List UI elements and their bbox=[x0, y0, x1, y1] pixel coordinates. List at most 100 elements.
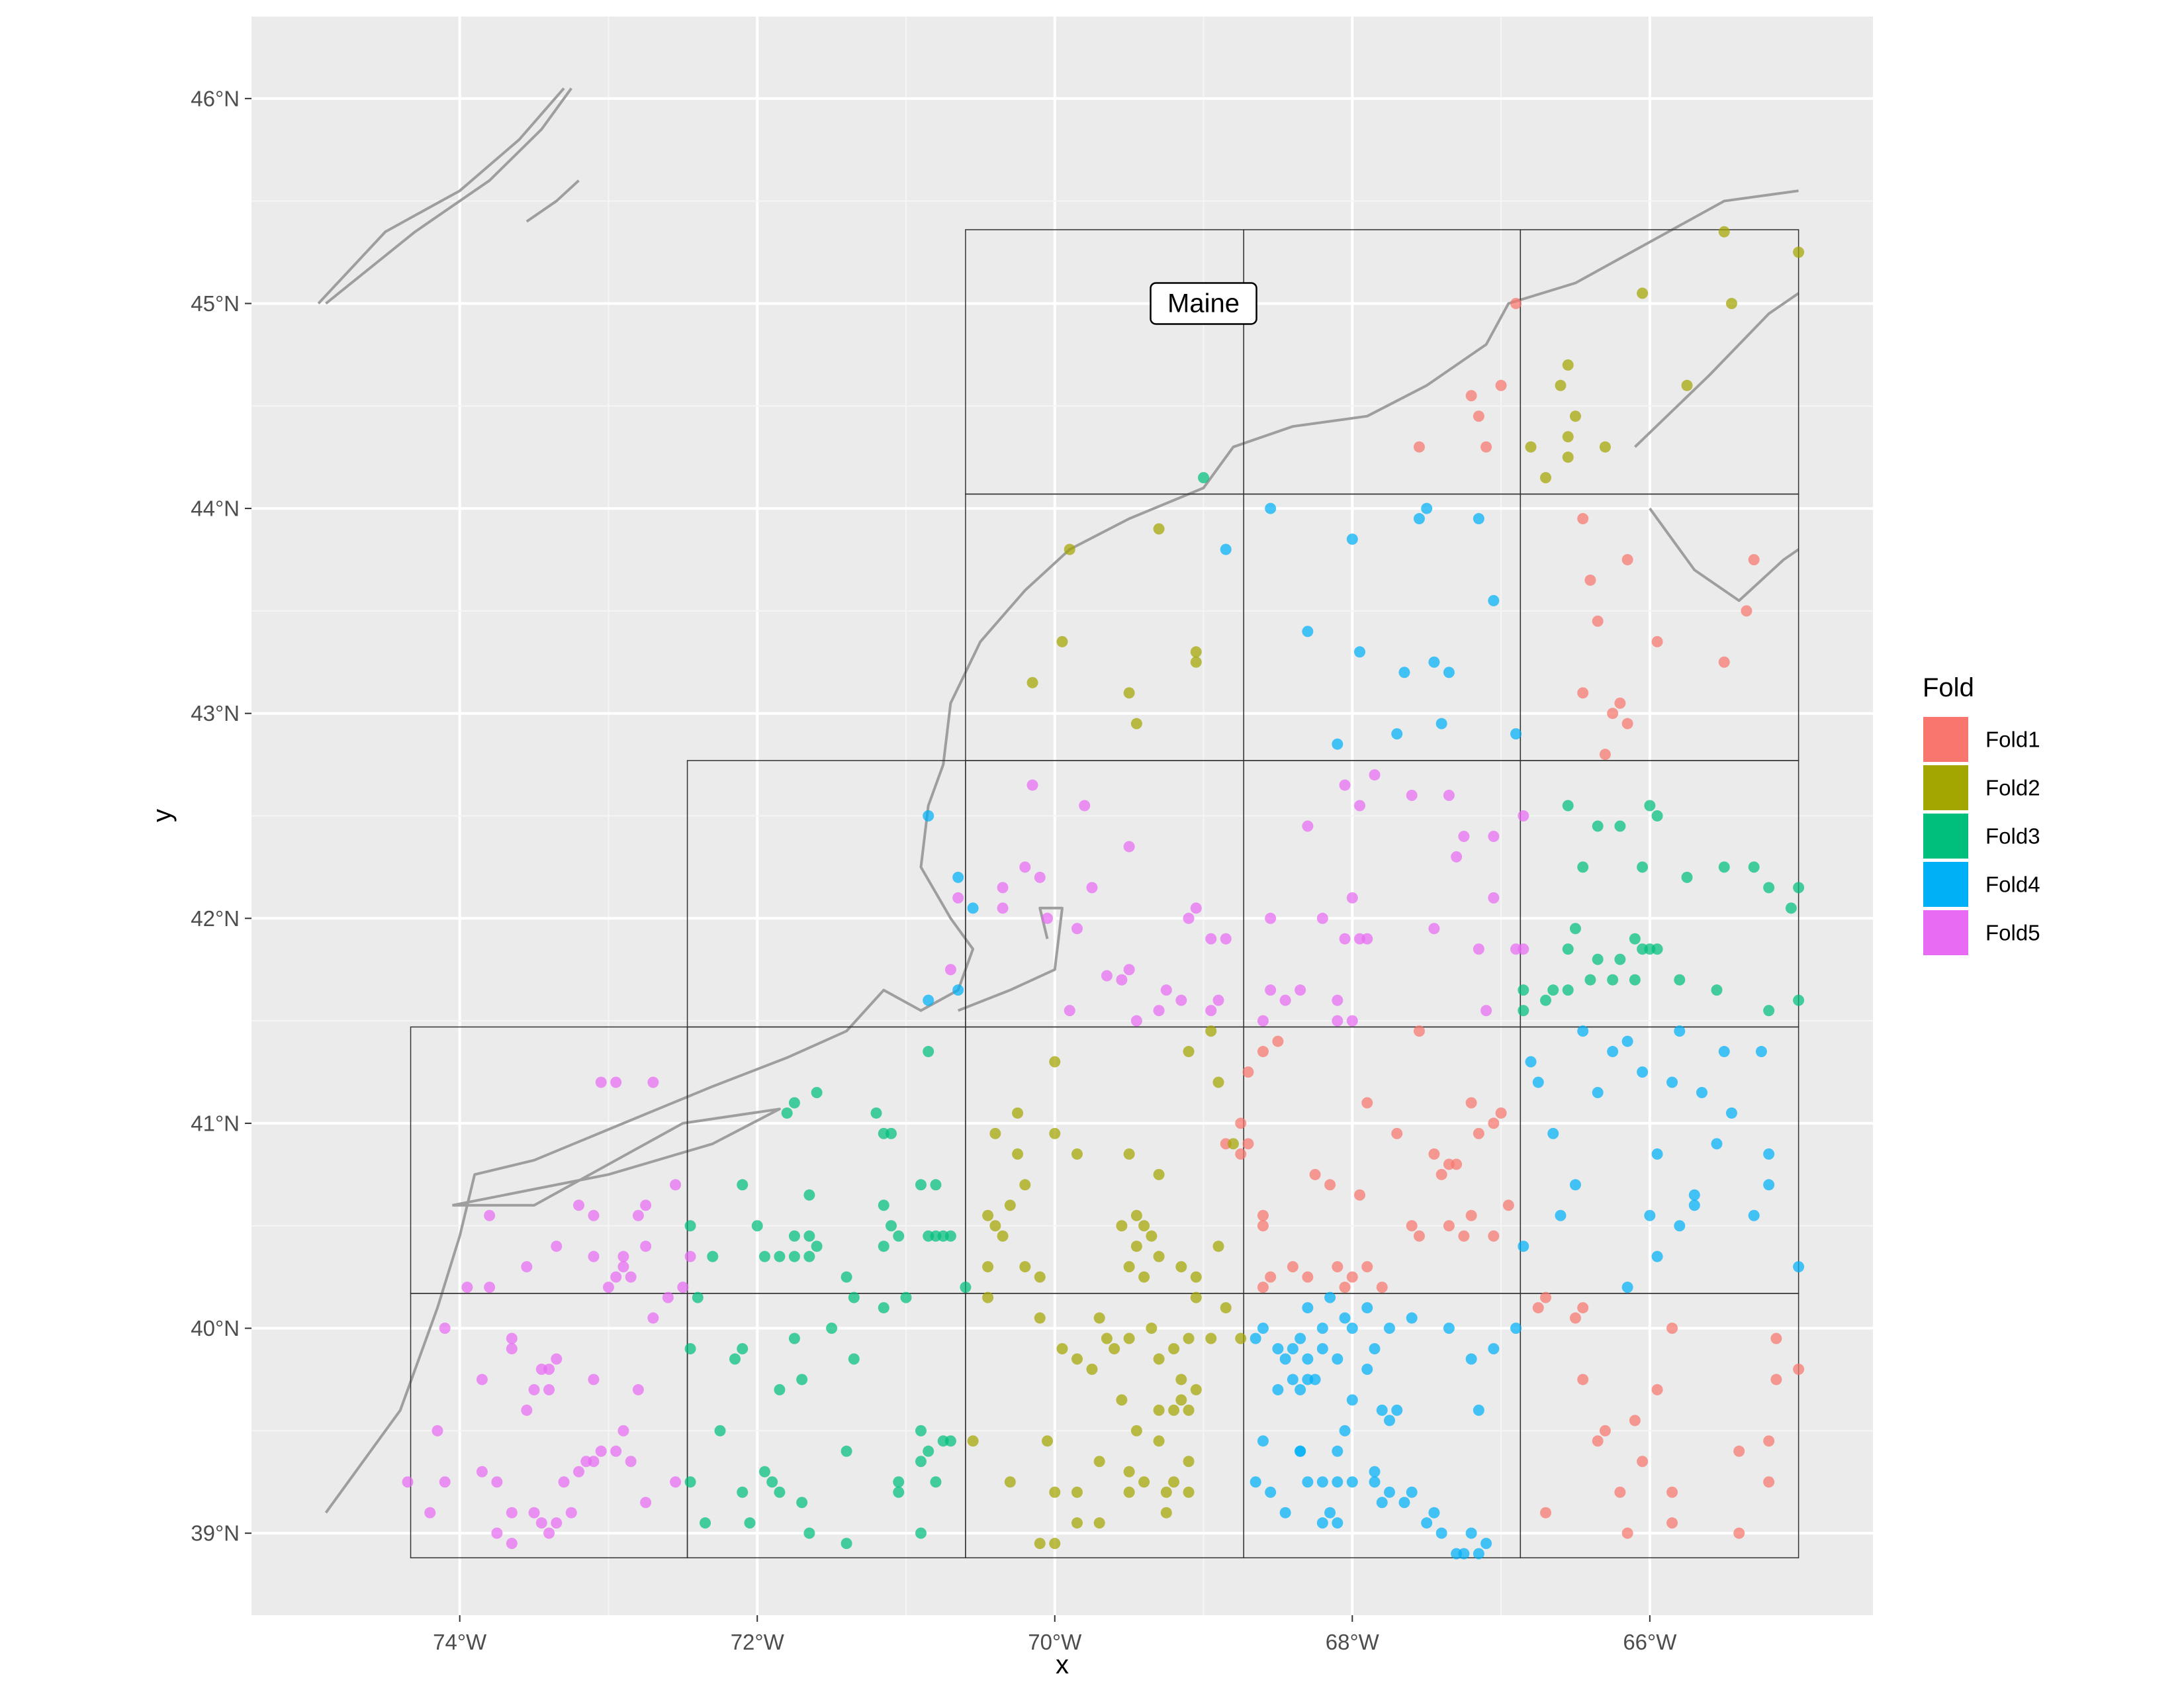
y-axis-title: y bbox=[148, 809, 177, 822]
point-fold3 bbox=[714, 1425, 726, 1436]
y-tick-label: 42°N bbox=[191, 906, 240, 931]
point-fold3 bbox=[766, 1476, 778, 1488]
point-fold3 bbox=[737, 1486, 749, 1498]
point-fold1 bbox=[1346, 1271, 1358, 1283]
point-fold1 bbox=[1637, 1456, 1649, 1468]
point-fold3 bbox=[737, 1179, 749, 1191]
point-fold2 bbox=[1146, 1323, 1158, 1335]
point-fold4 bbox=[1250, 1333, 1261, 1344]
point-fold3 bbox=[1793, 994, 1805, 1006]
point-fold4 bbox=[1711, 1138, 1723, 1150]
point-fold1 bbox=[1376, 1282, 1388, 1293]
point-fold1 bbox=[1406, 1220, 1418, 1232]
point-fold4 bbox=[1346, 534, 1358, 545]
point-fold4 bbox=[923, 994, 934, 1006]
point-fold1 bbox=[1495, 379, 1507, 391]
point-fold3 bbox=[774, 1250, 786, 1262]
point-fold1 bbox=[1733, 1445, 1745, 1457]
point-fold4 bbox=[1287, 1343, 1298, 1354]
point-fold1 bbox=[1257, 1282, 1269, 1293]
point-fold4 bbox=[1295, 1383, 1306, 1395]
point-fold2 bbox=[1183, 1404, 1195, 1416]
point-fold5 bbox=[1354, 800, 1366, 812]
point-fold4 bbox=[1480, 1538, 1492, 1550]
point-fold5 bbox=[1123, 964, 1135, 976]
point-fold3 bbox=[1577, 861, 1589, 873]
point-fold1 bbox=[1629, 1415, 1641, 1427]
point-fold1 bbox=[1443, 1158, 1455, 1170]
point-fold2 bbox=[1183, 1046, 1195, 1058]
point-fold1 bbox=[1287, 1261, 1298, 1273]
point-fold5 bbox=[1212, 994, 1224, 1006]
point-fold4 bbox=[1361, 1302, 1373, 1314]
point-fold4 bbox=[1369, 1476, 1381, 1488]
point-fold1 bbox=[1577, 1302, 1589, 1314]
point-fold2 bbox=[982, 1209, 994, 1221]
point-fold3 bbox=[1651, 810, 1663, 821]
point-fold1 bbox=[1770, 1374, 1782, 1385]
point-fold4 bbox=[1532, 1076, 1544, 1088]
point-fold5 bbox=[1190, 902, 1202, 914]
point-fold5 bbox=[528, 1507, 540, 1519]
point-fold3 bbox=[878, 1302, 889, 1314]
point-fold4 bbox=[1488, 594, 1500, 606]
point-fold3 bbox=[803, 1527, 815, 1539]
point-fold3 bbox=[788, 1230, 800, 1242]
point-fold5 bbox=[1451, 851, 1463, 863]
coastline-path bbox=[525, 179, 580, 223]
point-fold5 bbox=[1339, 779, 1351, 791]
point-fold4 bbox=[1518, 1241, 1529, 1252]
point-fold4 bbox=[1316, 1323, 1328, 1335]
point-fold2 bbox=[1235, 1333, 1247, 1344]
point-fold2 bbox=[1793, 246, 1805, 258]
point-fold1 bbox=[1614, 1486, 1626, 1498]
point-fold3 bbox=[803, 1189, 815, 1201]
point-fold4 bbox=[1302, 1302, 1314, 1314]
point-fold4 bbox=[1257, 1435, 1269, 1447]
point-fold4 bbox=[1547, 1127, 1559, 1139]
point-fold1 bbox=[1465, 390, 1477, 402]
point-fold4 bbox=[1279, 1353, 1291, 1365]
point-fold4 bbox=[1398, 1497, 1410, 1509]
point-fold5 bbox=[484, 1282, 496, 1293]
point-fold4 bbox=[1607, 1046, 1619, 1058]
point-fold1 bbox=[1532, 1302, 1544, 1314]
point-fold5 bbox=[1123, 841, 1135, 853]
point-fold2 bbox=[1153, 1435, 1165, 1447]
point-fold5 bbox=[997, 882, 1009, 894]
point-fold2 bbox=[1093, 1517, 1105, 1529]
point-fold5 bbox=[476, 1466, 488, 1477]
point-fold4 bbox=[1763, 1179, 1775, 1191]
point-fold1 bbox=[1577, 1374, 1589, 1385]
legend-title: Fold bbox=[1923, 673, 1974, 702]
point-fold5 bbox=[670, 1179, 682, 1191]
point-fold3 bbox=[930, 1179, 942, 1191]
series-fold2 bbox=[967, 226, 1805, 1550]
point-fold4 bbox=[1763, 1148, 1775, 1160]
point-fold5 bbox=[558, 1476, 570, 1488]
point-fold4 bbox=[1220, 543, 1232, 555]
point-fold5 bbox=[588, 1250, 600, 1262]
point-fold3 bbox=[1614, 820, 1626, 832]
point-fold3 bbox=[1198, 472, 1210, 484]
point-fold5 bbox=[1019, 861, 1031, 873]
point-fold2 bbox=[1056, 1343, 1068, 1354]
point-fold5 bbox=[580, 1456, 592, 1468]
point-fold1 bbox=[1577, 687, 1589, 699]
point-fold2 bbox=[1212, 1241, 1224, 1252]
point-fold4 bbox=[1428, 1507, 1440, 1519]
point-fold4 bbox=[1465, 1353, 1477, 1365]
legend-label: Fold4 bbox=[1985, 872, 2040, 897]
point-fold2 bbox=[1138, 1476, 1150, 1488]
point-fold1 bbox=[1666, 1517, 1678, 1529]
point-fold1 bbox=[1488, 1117, 1500, 1129]
point-fold2 bbox=[1034, 1312, 1046, 1324]
point-fold1 bbox=[1242, 1138, 1254, 1150]
point-fold1 bbox=[1443, 1220, 1455, 1232]
point-fold5 bbox=[402, 1476, 414, 1488]
point-fold4 bbox=[1279, 1507, 1291, 1519]
point-fold5 bbox=[1116, 974, 1128, 986]
annotation-box bbox=[1150, 282, 1257, 325]
point-fold3 bbox=[1562, 943, 1574, 955]
point-fold3 bbox=[751, 1220, 763, 1232]
